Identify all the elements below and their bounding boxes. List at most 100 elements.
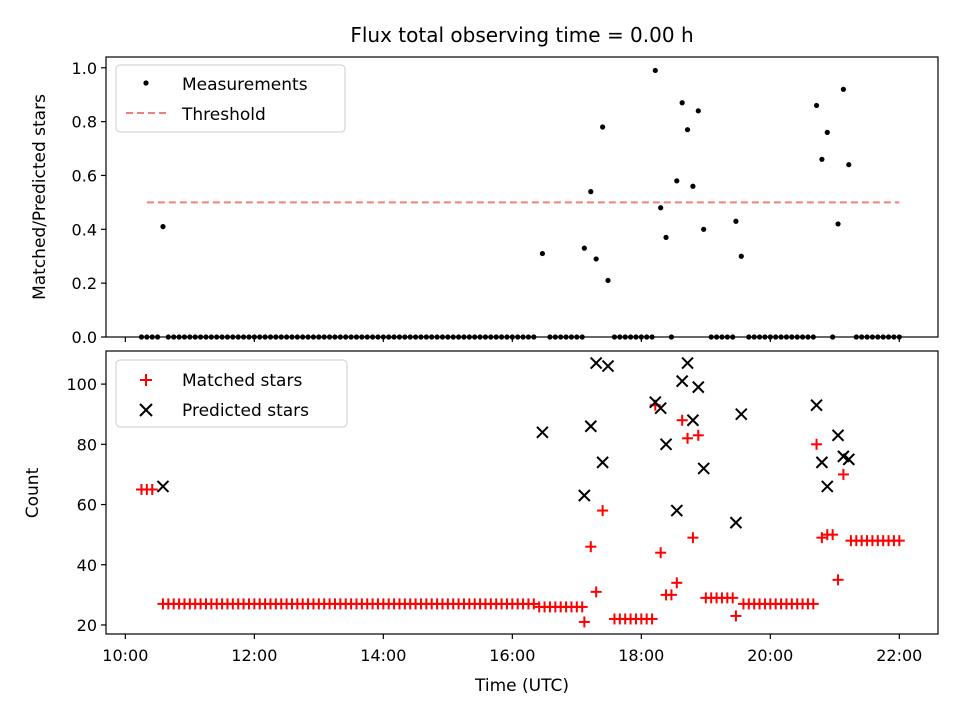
predicted-point [659,438,673,451]
matched-point [727,592,739,604]
predicted-point [831,429,845,442]
predicted-point [686,414,700,427]
predicted-point [601,359,615,373]
measurement-point [813,102,820,109]
legend-matched-label: Matched stars [182,371,302,391]
measurement-point [733,218,739,224]
matched-point [682,432,694,444]
x-axis-label: Time (UTC) [474,676,569,696]
matched-point [832,574,844,586]
bottom-y-tick-label: 40 [77,556,97,575]
chart-title: Flux total observing time = 0.00 h [350,23,693,47]
matched-point [807,598,819,610]
matched-point [578,616,590,628]
matched-point [692,429,704,441]
measurement-point [690,183,696,189]
predicted-point [821,480,834,493]
x-tick-label: 10:00 [102,646,148,665]
bottom-y-tick-label: 80 [77,435,97,454]
x-tick-label: 20:00 [747,646,793,665]
matched-point [893,535,905,547]
legend-predicted-label: Predicted stars [182,401,309,421]
measurement-point [701,226,707,232]
bottom-y-axis-label: Count [23,467,43,518]
measurement-point [835,221,841,227]
top-legend-box [115,64,346,133]
bottom-legend: Matched stars Predicted stars [115,359,348,428]
top-y-tick-label: 0.6 [72,166,97,185]
top-y-tick-label: 0.8 [72,113,97,132]
measurement-point [663,234,669,240]
x-tick-label: 14:00 [360,646,406,665]
predicted-point [810,398,823,412]
predicted-point [697,462,710,475]
measurement-point [840,86,847,92]
legend-matched-marker [140,374,152,386]
top-legend: Measurements Threshold [115,64,346,133]
measurement-point [593,256,599,262]
bottom-legend-box [115,359,348,428]
predicted-point [156,480,170,493]
matched-point [837,468,849,480]
measurement-point [658,205,664,211]
matched-point [676,414,688,426]
measurement-point [581,245,587,251]
measurement-point [846,162,852,168]
matched-point [687,532,699,544]
matched-point [671,577,683,589]
matched-point [585,541,597,553]
matched-point [646,613,658,625]
x-tick-label: 22:00 [876,646,922,665]
matched-point [730,610,742,622]
measurement-point [684,127,691,133]
predicted-point [578,489,591,502]
x-tick-label: 12:00 [231,646,277,665]
predicted-point [536,426,549,439]
predicted-point [729,516,743,529]
predicted-point [681,356,694,370]
predicted-point [692,380,705,394]
x-tick-label: 18:00 [618,646,664,665]
measurement-point [160,224,166,230]
top-plot-frame [105,56,939,338]
top-y-tick-label: 0.0 [72,328,97,347]
measurement-point [600,124,606,130]
matched-point [576,601,588,613]
predicted-point [670,504,683,517]
legend-measurements-label: Measurements [182,75,308,95]
top-panel: 0.0 0.2 0.4 0.6 0.8 1.0 Matched/Predicted sta… [30,56,939,347]
bottom-panel: 20 40 60 80 100 10:00 12:00 14:00 16:00 18:00 20:0… [23,350,939,696]
matched-point [655,547,667,559]
predicted-point [589,356,603,370]
measurement-point [539,250,546,257]
predicted-point [815,456,829,469]
x-tick-label: 16:00 [489,646,535,665]
measurement-point [588,189,594,195]
top-y-tick-label: 0.4 [72,220,97,239]
predicted-point [654,401,667,415]
top-y-tick-label: 1.0 [72,59,97,78]
legend-threshold-label: Threshold [181,105,266,125]
measurement-point [824,129,830,135]
legend-predicted-marker [139,403,153,417]
matched-point [146,483,158,495]
matched-point [811,438,823,450]
measurement-point [695,108,701,114]
matched-point [665,589,677,601]
bottom-y-tick-label: 100 [66,375,97,394]
predicted-point [584,420,598,433]
matched-point [597,505,609,517]
predicted-point [596,456,609,469]
bottom-y-tick-label: 20 [77,616,97,635]
predicted-point [842,453,855,466]
measurement-point [605,277,611,284]
measurement-point [738,253,744,259]
matched-point [827,529,839,541]
measurement-point [819,156,825,162]
measurement-point [652,67,658,74]
bottom-plot-frame [105,350,939,635]
measurement-point [679,100,685,106]
legend-measurements-marker [143,80,149,86]
measurement-point [674,178,680,184]
